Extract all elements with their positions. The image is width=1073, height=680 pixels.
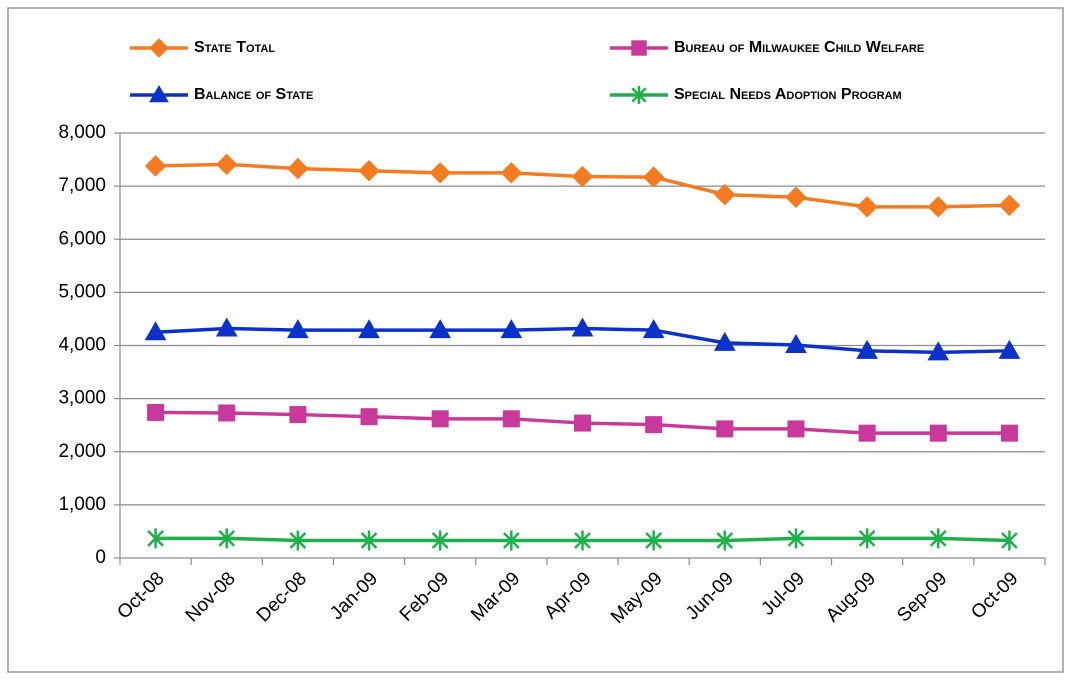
marker: [642, 166, 665, 188]
marker: [998, 194, 1021, 216]
marker: [149, 38, 169, 58]
marker: [787, 528, 805, 549]
marker: [645, 416, 663, 434]
marker: [218, 404, 236, 422]
marker: [574, 530, 591, 551]
legend-label: State Total: [194, 39, 275, 56]
y-tick-label: 5,000: [58, 281, 106, 302]
legend-label: Bureau of Milwaukee Child Welfare: [674, 39, 924, 56]
marker: [358, 160, 380, 182]
marker: [856, 196, 878, 218]
marker: [500, 319, 523, 339]
marker: [218, 528, 236, 549]
marker: [716, 420, 734, 438]
marker: [998, 339, 1021, 359]
marker: [500, 162, 523, 184]
marker: [360, 530, 378, 551]
marker: [215, 317, 238, 337]
marker: [713, 331, 736, 351]
y-tick-label: 0: [95, 547, 106, 568]
marker: [149, 84, 169, 103]
marker: [502, 410, 520, 428]
legend-label: Balance of State: [194, 86, 313, 103]
marker: [144, 155, 167, 177]
marker: [144, 321, 167, 341]
marker: [571, 165, 594, 188]
marker: [785, 186, 807, 208]
marker: [289, 406, 307, 424]
y-tick-label: 1,000: [58, 494, 106, 515]
marker: [642, 319, 665, 339]
y-tick-label: 4,000: [58, 335, 106, 356]
marker: [429, 319, 452, 339]
marker: [358, 319, 380, 339]
marker: [927, 196, 949, 218]
marker: [858, 424, 876, 442]
marker: [429, 162, 451, 184]
marker: [787, 420, 805, 438]
marker: [1001, 530, 1018, 551]
marker: [289, 530, 307, 551]
marker: [631, 40, 647, 56]
marker: [929, 424, 947, 442]
marker: [785, 333, 807, 353]
marker: [856, 339, 878, 359]
marker: [571, 317, 594, 337]
chart-border: [7, 7, 1064, 673]
marker: [574, 414, 591, 432]
marker: [147, 528, 164, 549]
marker: [502, 530, 520, 551]
marker: [360, 408, 378, 426]
legend-label: Special Needs Adoption Program: [674, 86, 902, 103]
y-tick-label: 7,000: [58, 175, 106, 196]
y-tick-label: 2,000: [58, 441, 106, 462]
y-tick-label: 3,000: [58, 388, 106, 409]
y-tick-label: 8,000: [58, 122, 106, 143]
marker: [716, 530, 734, 551]
marker: [287, 157, 309, 180]
marker: [645, 530, 663, 551]
marker: [929, 528, 947, 549]
marker: [147, 403, 165, 421]
marker: [216, 153, 238, 176]
marker: [287, 319, 309, 339]
marker: [1000, 424, 1018, 442]
marker: [927, 341, 950, 361]
y-tick-label: 6,000: [58, 228, 106, 249]
marker: [714, 183, 736, 206]
marker: [631, 86, 647, 104]
marker: [858, 528, 876, 549]
marker: [431, 530, 449, 551]
marker: [431, 410, 449, 428]
